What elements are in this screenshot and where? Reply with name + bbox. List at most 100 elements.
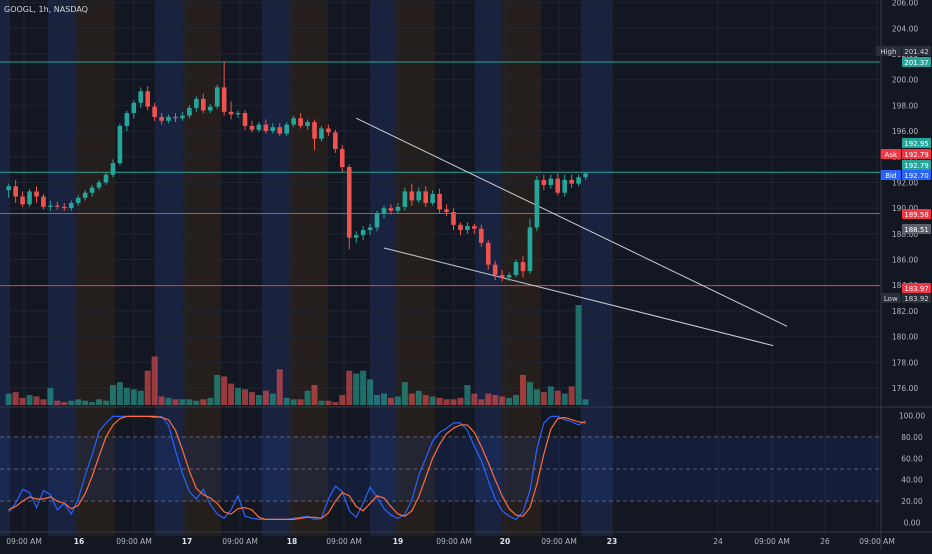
candle-body: [263, 124, 269, 132]
candle-body: [340, 149, 345, 168]
candle: [367, 223, 373, 236]
price-label-tag-box: [880, 170, 901, 180]
candle-body: [479, 228, 484, 243]
price-label-value: 192.70: [904, 172, 929, 180]
price-label: 192.79 Ask: [880, 149, 931, 159]
candle-body: [145, 91, 150, 107]
candle: [451, 208, 456, 230]
candle-body: [353, 235, 359, 238]
candle: [221, 61, 227, 116]
candle-body: [562, 179, 567, 193]
trendlines[interactable]: [355, 117, 788, 347]
time-tick-label: 20: [500, 537, 510, 546]
time-tick-label: 17: [182, 537, 192, 546]
volume-bar: [443, 399, 450, 405]
stoch-tick-label: 40.00: [901, 476, 923, 485]
time-tick-label: 09:00 AM: [6, 537, 42, 546]
volume-bar: [19, 397, 26, 405]
price-label: 201.37: [902, 57, 931, 67]
candle-body: [6, 186, 11, 191]
candle-body: [472, 226, 477, 229]
session-band: [262, 0, 290, 536]
candle-body: [583, 173, 588, 178]
candle: [576, 174, 581, 187]
price-label: 201.42 High: [875, 46, 931, 56]
candle: [395, 203, 401, 214]
candle: [569, 174, 574, 188]
volume-bar: [554, 390, 561, 405]
candle: [492, 260, 498, 281]
horizontal-levels[interactable]: [0, 61, 880, 287]
candle-body: [534, 179, 540, 228]
candle-body: [569, 179, 574, 184]
price-tick-label: 176.00: [892, 384, 918, 393]
price-label-value: 189.58: [904, 211, 929, 219]
candle: [131, 100, 137, 119]
candle-body: [333, 132, 338, 150]
candle: [562, 174, 567, 197]
time-tick-label: 09:00 AM: [116, 537, 152, 546]
volume-bar: [242, 389, 248, 405]
volume-bar: [533, 389, 540, 405]
time-tick-label: 09:00 AM: [541, 537, 577, 546]
candle-body: [173, 116, 178, 119]
price-label-box: [902, 170, 931, 180]
price-label: 188.51: [902, 224, 931, 234]
price-label-box: [902, 293, 931, 303]
session-band: [396, 0, 435, 536]
volume-bar: [471, 393, 478, 405]
price-label: 192.95: [902, 138, 931, 148]
volume-bar: [325, 400, 332, 405]
price-label-value: 192.79: [904, 162, 929, 170]
candle-body: [381, 208, 387, 214]
candle-body: [62, 206, 67, 209]
candle-body: [423, 191, 428, 203]
volume-bar: [214, 375, 221, 405]
candle: [166, 114, 171, 124]
volume-bar: [568, 386, 575, 405]
price-axis[interactable]: 176.00178.00180.00182.00184.00186.00188.…: [892, 0, 925, 528]
time-tick-label: 26: [820, 537, 830, 546]
stoch-tick-label: 20.00: [901, 497, 923, 506]
candle: [541, 174, 547, 191]
candle-body: [48, 205, 53, 207]
candle-body: [270, 127, 276, 132]
candle: [374, 210, 380, 232]
candle: [103, 172, 109, 186]
time-axis[interactable]: 09:00 AM 16 09:00 AM 17 09:00 AM 18 09:00 AM 19…: [6, 537, 895, 546]
volume-bar: [387, 397, 394, 405]
candle-body: [34, 191, 39, 197]
volume-bar: [526, 382, 533, 405]
candle-body: [68, 203, 74, 209]
trendline[interactable]: [355, 117, 788, 327]
price-label-value: 201.37: [904, 59, 929, 67]
volume-bar: [82, 400, 89, 405]
volume-bar: [151, 356, 158, 405]
candle: [62, 203, 67, 211]
candle-body: [201, 98, 206, 111]
price-tick-label: 206.00: [892, 0, 918, 8]
price-label-value: 192.79: [904, 151, 929, 159]
price-label: 192.79: [902, 160, 931, 170]
candle: [402, 187, 408, 211]
time-tick-label: 16: [74, 537, 84, 546]
volume-bar: [561, 393, 568, 405]
candle-body: [221, 87, 227, 112]
stoch-k-line: [8, 415, 586, 521]
candle-body: [277, 127, 283, 134]
trendline[interactable]: [383, 247, 774, 347]
candle-body: [214, 87, 220, 107]
candle: [27, 188, 32, 207]
volume-bar: [547, 386, 554, 405]
volume-bar: [96, 399, 103, 405]
candle: [284, 122, 289, 137]
candle: [6, 183, 11, 198]
symbol-title: GOOGL, 1h, NASDAQ: [4, 5, 88, 14]
candle-body: [96, 182, 102, 188]
candle-body: [430, 194, 435, 203]
candle-body: [159, 116, 164, 121]
volume-bar: [367, 379, 374, 405]
volume-bar: [575, 305, 582, 405]
